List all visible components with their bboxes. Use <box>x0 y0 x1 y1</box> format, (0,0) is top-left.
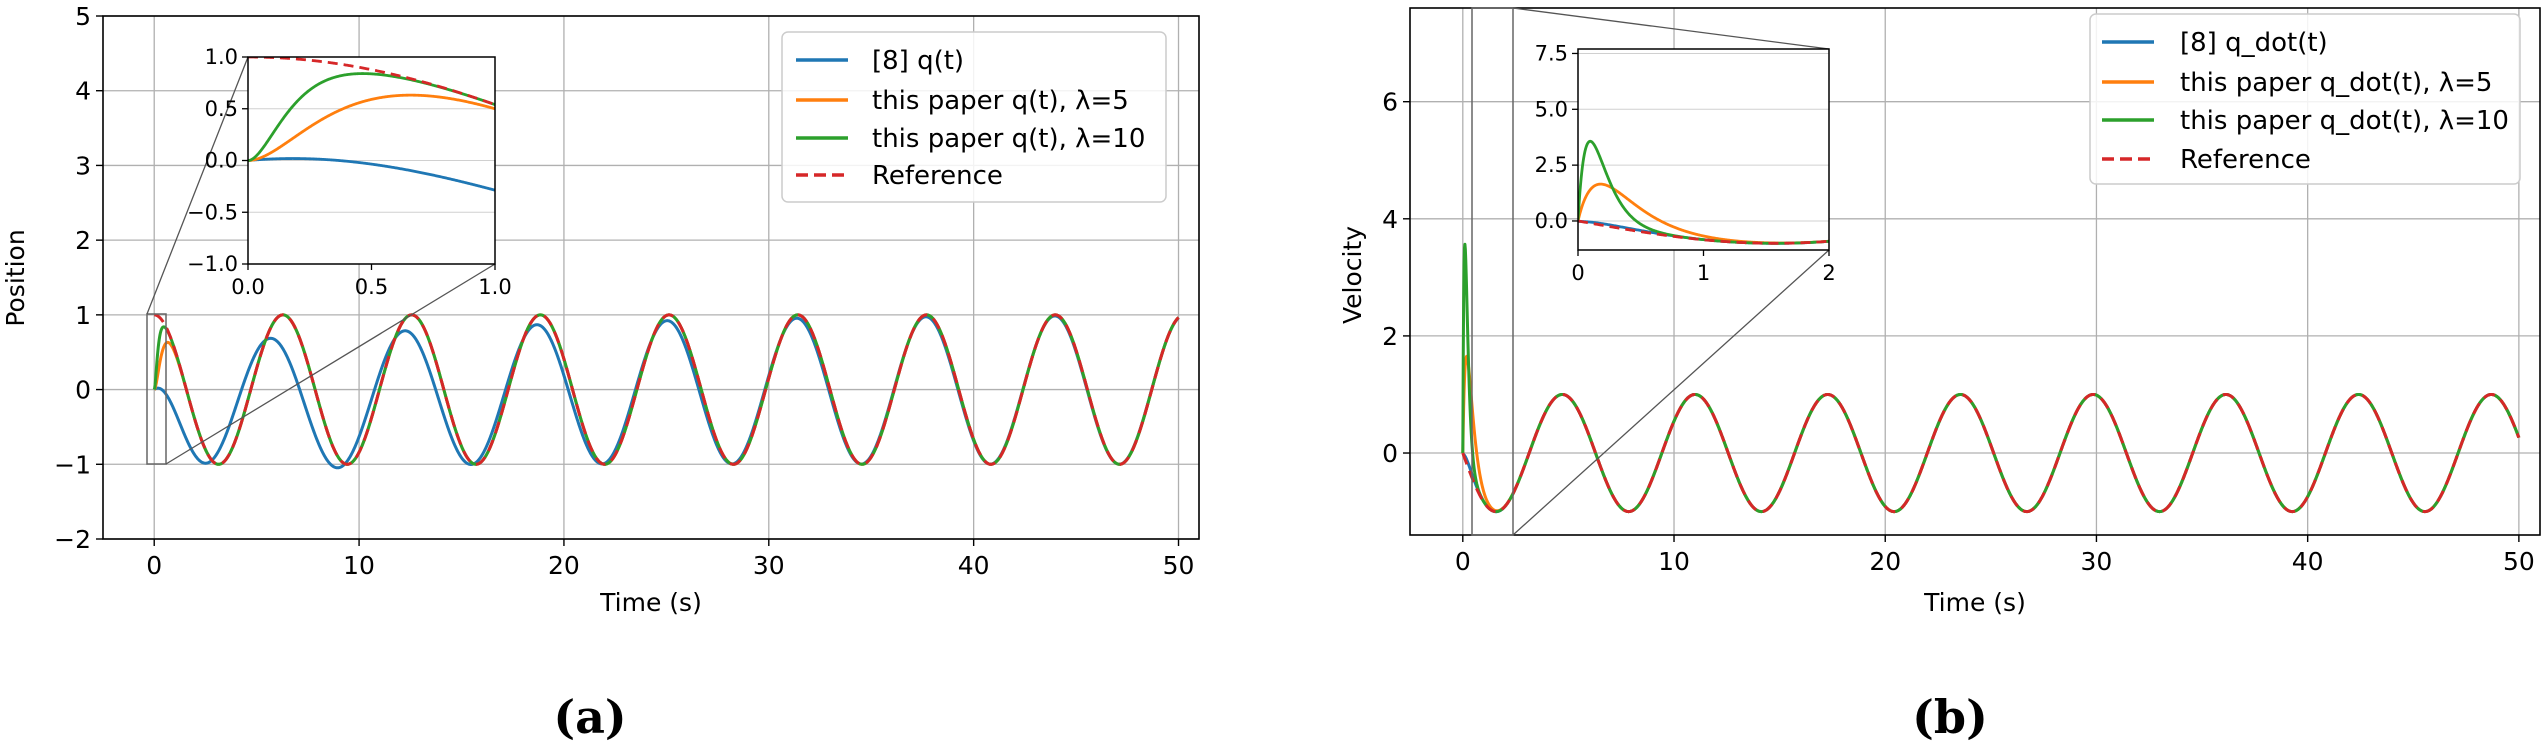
inset-series-line-ref <box>1578 219 1829 245</box>
xtick-label: 50 <box>1163 551 1195 580</box>
inset-ytick-label: −1.0 <box>187 252 238 276</box>
legend-label-a-ref: Reference <box>872 161 1003 191</box>
inset-series-line-q8 <box>248 157 495 192</box>
inset-xtick-label: 2 <box>1822 261 1835 285</box>
xtick-label: 0 <box>1455 547 1471 576</box>
xlabel-b: Time (s) <box>1923 588 2026 617</box>
inset-bg-b <box>1578 49 1829 250</box>
inset-series-line-lam5 <box>248 93 495 162</box>
legend-label-a-q8: [8] q(t) <box>872 46 964 76</box>
xtick-label: 0 <box>146 551 162 580</box>
inset-series-line-ref <box>248 57 495 106</box>
ytick-label: 1 <box>75 301 91 330</box>
xtick-label: 20 <box>1869 547 1901 576</box>
inset-lines-a <box>248 57 495 264</box>
zoom-connector-b2 <box>1512 249 1830 536</box>
ylabel-a: Position <box>1 229 30 326</box>
legend-label-a-lam10: this paper q(t), λ=10 <box>872 124 1145 154</box>
inset-ytick-label: 5.0 <box>1535 97 1568 121</box>
plot-a-lines <box>152 313 1180 470</box>
legend-label-b-lam10: this paper q_dot(t), λ=10 <box>2180 106 2509 136</box>
plot-b-lines <box>1461 242 2521 514</box>
inset-xtick-label: 1.0 <box>478 275 511 299</box>
inset-ytick-label: 2.5 <box>1535 153 1568 177</box>
ytick-label: 4 <box>1382 205 1398 234</box>
inset-ytick-label: 7.5 <box>1535 41 1568 65</box>
inset-xtick-label: 1 <box>1697 261 1710 285</box>
inset-ytick-label: 0.5 <box>205 97 238 121</box>
ytick-label: 2 <box>1382 322 1398 351</box>
series-line-q8 <box>153 314 1180 470</box>
xtick-label: 30 <box>753 551 785 580</box>
legend-box-a <box>781 31 1167 203</box>
zoom-box-b <box>1471 7 1514 536</box>
ytick-label: 3 <box>75 151 91 180</box>
inset-ticks-a: 0.0 0.5 1.0 −1.0 −0.5 0.0 0.5 1.0 <box>187 45 512 299</box>
ylabel-b: Velocity <box>1338 226 1367 324</box>
legend-a: [8] q(t) this paper q(t), λ=5 this paper… <box>781 31 1167 203</box>
ytick-label: 0 <box>1382 439 1398 468</box>
ytick-label: −1 <box>54 450 91 479</box>
xtick-label: 10 <box>1658 547 1690 576</box>
ytick-label: 4 <box>75 77 91 106</box>
xtick-label: 40 <box>2292 547 2324 576</box>
series-line-lam10 <box>1461 242 2521 514</box>
xtick-label: 40 <box>958 551 990 580</box>
ytick-label: 0 <box>75 376 91 405</box>
ytick-label: 6 <box>1382 88 1398 117</box>
legend-label-b-lam5: this paper q_dot(t), λ=5 <box>2180 68 2492 98</box>
zoom-box-a <box>146 313 167 465</box>
panel-b: 0 10 20 30 40 50 0 2 4 6 Time (s) Velocity 0 1 2 0.0… <box>1338 7 2541 617</box>
inset-ytick-label: 0.0 <box>1535 209 1568 233</box>
ytick-label: 5 <box>75 2 91 31</box>
series-line-ref <box>1461 392 2521 514</box>
xtick-label: 20 <box>548 551 580 580</box>
ticks-a: 0 10 20 30 40 50 −2 −1 0 1 2 3 4 5 <box>54 2 1194 580</box>
inset-ytick-label: 1.0 <box>205 45 238 69</box>
xlabel-a: Time (s) <box>599 588 702 617</box>
legend-label-b-q8: [8] q_dot(t) <box>2180 28 2328 58</box>
ytick-label: −2 <box>54 525 91 554</box>
inset-ticks-b: 0 1 2 0.0 2.5 5.0 7.5 <box>1535 41 1836 285</box>
inset-xtick-label: 0 <box>1571 261 1584 285</box>
legend-box-b <box>2089 13 2521 185</box>
legend-label-b-ref: Reference <box>2180 145 2311 175</box>
zoom-connector-a1 <box>146 56 249 315</box>
inset-lines-b <box>1578 52 1829 245</box>
axes-frame-b <box>1409 7 2541 536</box>
series-line-lam5 <box>1461 354 2521 514</box>
axes-frame-a <box>102 15 1200 540</box>
zoom-connector-b1 <box>1512 7 1830 50</box>
legend-label-a-lam5: this paper q(t), λ=5 <box>872 86 1129 116</box>
xtick-label: 30 <box>2081 547 2113 576</box>
inset-xtick-label: 0.0 <box>231 275 264 299</box>
xtick-label: 50 <box>2503 547 2535 576</box>
inset-xtick-label: 0.5 <box>355 275 388 299</box>
inset-ytick-label: −0.5 <box>187 200 238 224</box>
ytick-label: 2 <box>75 226 91 255</box>
xtick-label: 10 <box>343 551 375 580</box>
zoom-connector-a2 <box>165 263 496 465</box>
caption-b: (b) <box>1912 690 1988 744</box>
series-line-ref <box>153 313 1180 466</box>
caption-a: (a) <box>553 690 626 744</box>
inset-ytick-label: 0.0 <box>205 149 238 173</box>
legend-b: [8] q_dot(t) this paper q_dot(t), λ=5 th… <box>2089 13 2521 185</box>
